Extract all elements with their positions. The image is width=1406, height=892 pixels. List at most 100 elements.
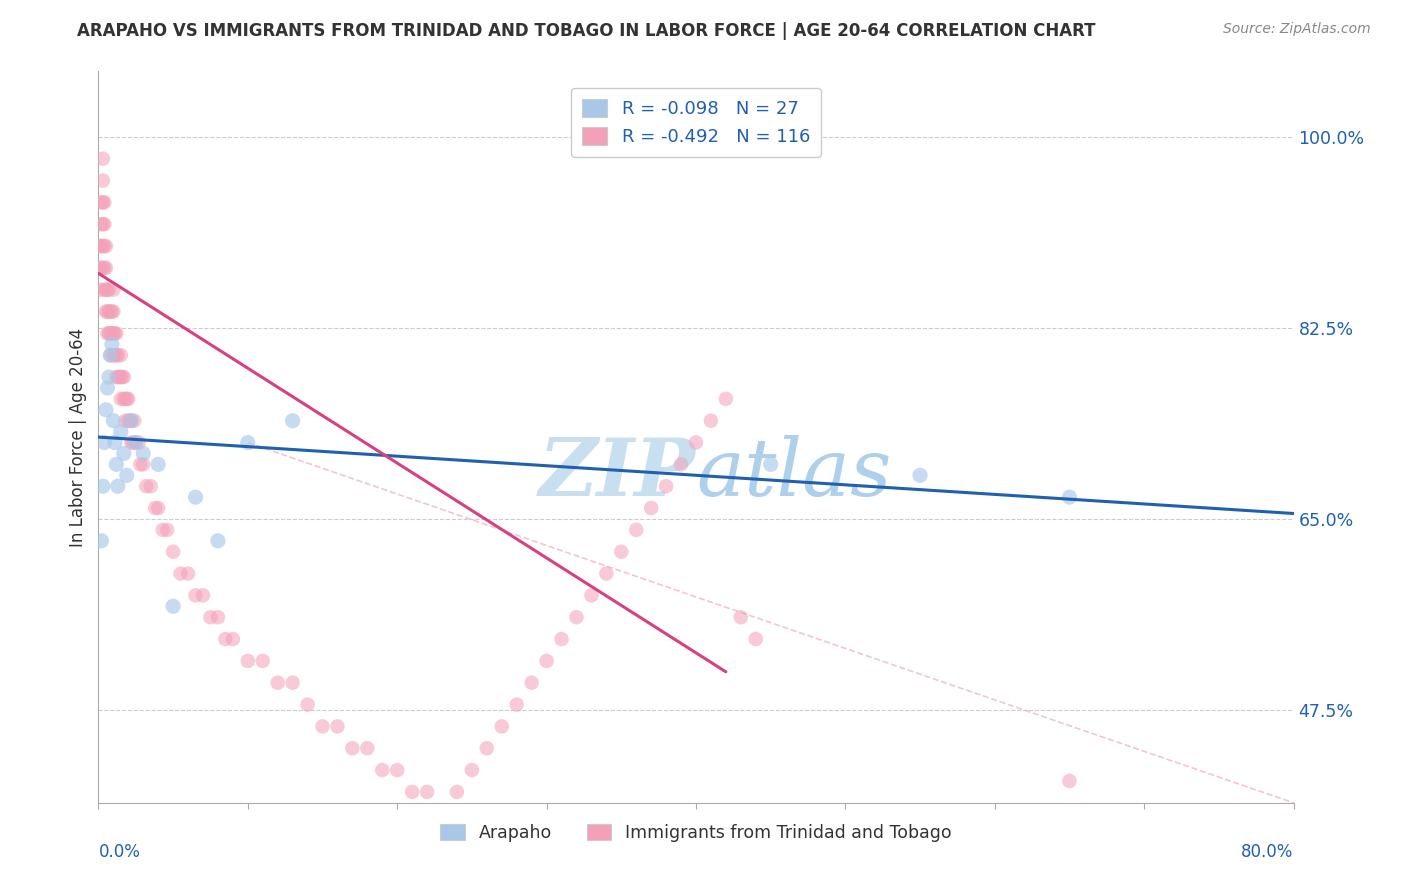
Point (1059, 490, 1081, 504)
Point (107, 370, 129, 384)
Point (200, 610, 222, 624)
Point (91, 260, 114, 275)
Point (236, 654, 259, 668)
Point (101, 304, 124, 318)
Point (745, 632, 768, 646)
Point (96, 381, 118, 395)
Point (506, 698, 529, 712)
Point (90, 239, 112, 253)
Point (446, 785, 468, 799)
Point (110, 392, 132, 406)
Point (90, 260, 112, 275)
Point (214, 632, 236, 646)
Point (93, 217, 115, 231)
Point (281, 675, 304, 690)
Point (110, 348, 132, 362)
Point (626, 523, 648, 537)
Point (91, 195, 114, 210)
Point (103, 283, 125, 297)
Point (104, 348, 127, 362)
Point (640, 501, 662, 516)
Point (101, 337, 124, 351)
Point (90, 533, 112, 548)
Point (401, 785, 423, 799)
Text: 0.0%: 0.0% (98, 843, 141, 861)
Point (94, 283, 117, 297)
Point (105, 348, 128, 362)
Point (143, 501, 166, 516)
Point (98, 348, 122, 362)
Point (103, 348, 125, 362)
Text: 80.0%: 80.0% (1241, 843, 1294, 861)
Point (430, 806, 453, 821)
Point (101, 326, 124, 341)
Point (139, 479, 162, 493)
Point (132, 458, 155, 472)
Point (207, 533, 229, 548)
Point (326, 719, 349, 733)
Point (96, 304, 118, 318)
Point (128, 435, 150, 450)
Point (730, 610, 752, 624)
Point (148, 501, 170, 516)
Point (162, 545, 184, 559)
Point (110, 425, 132, 439)
Point (94, 239, 117, 253)
Point (371, 763, 394, 777)
Point (98, 348, 122, 362)
Point (236, 435, 259, 450)
Point (118, 414, 141, 428)
Point (342, 741, 364, 756)
Point (93, 283, 115, 297)
Point (110, 370, 132, 384)
Point (120, 414, 142, 428)
Point (105, 370, 128, 384)
Point (162, 599, 184, 614)
Point (120, 414, 142, 428)
Point (1059, 774, 1081, 789)
Text: ARAPAHO VS IMMIGRANTS FROM TRINIDAD AND TOBAGO IN LABOR FORCE | AGE 20-64 CORREL: ARAPAHO VS IMMIGRANTS FROM TRINIDAD AND … (77, 22, 1095, 40)
Point (416, 785, 439, 799)
Point (461, 763, 484, 777)
Point (207, 610, 229, 624)
Point (125, 435, 148, 450)
Point (91, 479, 114, 493)
Point (115, 468, 138, 483)
Point (491, 719, 513, 733)
Point (120, 435, 142, 450)
Point (90, 217, 112, 231)
Point (104, 435, 127, 450)
Point (98, 304, 122, 318)
Point (94, 304, 117, 318)
Point (191, 588, 214, 602)
Point (93, 239, 115, 253)
Point (104, 326, 127, 341)
Point (114, 414, 136, 428)
Point (103, 414, 125, 428)
Point (125, 435, 148, 450)
Point (98, 326, 122, 341)
Point (117, 414, 139, 428)
Legend: Arapaho, Immigrants from Trinidad and Tobago: Arapaho, Immigrants from Trinidad and To… (433, 817, 959, 849)
Point (252, 654, 274, 668)
Point (89, 239, 111, 253)
Point (91, 217, 114, 231)
Point (759, 458, 782, 472)
Point (152, 523, 174, 537)
Point (97, 370, 120, 384)
Point (117, 392, 139, 406)
Point (114, 392, 136, 406)
Point (222, 632, 245, 646)
Y-axis label: In Labor Force | Age 20-64: In Labor Force | Age 20-64 (69, 327, 87, 547)
Point (112, 370, 135, 384)
Point (135, 479, 157, 493)
Point (97, 283, 120, 297)
Point (655, 479, 678, 493)
Point (385, 763, 409, 777)
Point (108, 370, 131, 384)
Point (93, 260, 115, 275)
Text: Source: ZipAtlas.com: Source: ZipAtlas.com (1223, 22, 1371, 37)
Point (536, 654, 558, 668)
Point (581, 588, 603, 602)
Point (89, 283, 111, 297)
